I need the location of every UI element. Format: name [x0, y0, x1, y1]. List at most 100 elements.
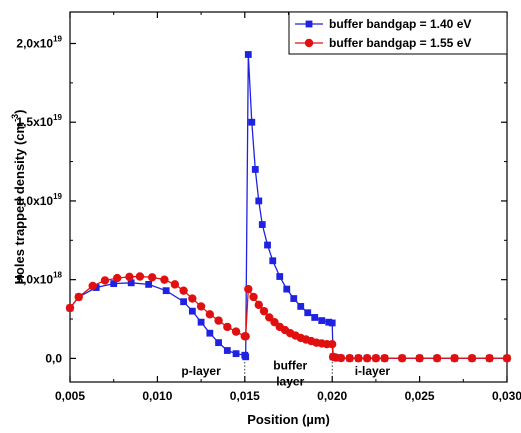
y-tick-label: 1,5x1019 — [16, 113, 62, 129]
data-point-circle — [65, 303, 75, 313]
data-point-square — [328, 319, 336, 327]
data-point-circle — [362, 354, 372, 363]
y-tick-exponent: 19 — [53, 34, 62, 43]
data-point-square — [304, 309, 312, 317]
series-0 — [66, 51, 511, 362]
data-point-square — [188, 307, 196, 315]
data-point-circle — [160, 275, 169, 284]
y-tick-exponent: 19 — [53, 192, 62, 201]
data-point-square — [258, 221, 266, 228]
data-point-circle — [179, 286, 188, 295]
x-tick-label: 0,005 — [55, 389, 85, 403]
data-point-square — [244, 51, 252, 58]
data-point-circle — [336, 353, 346, 363]
data-point-square — [269, 257, 277, 265]
data-point-square — [197, 318, 205, 326]
data-point-circle — [304, 38, 314, 48]
y-tick-label: 0,0 — [45, 351, 62, 365]
data-point-square — [283, 285, 291, 293]
legend-box — [288, 11, 508, 55]
data-point-circle — [380, 354, 389, 363]
data-point-circle — [100, 276, 110, 285]
data-point-square — [215, 339, 222, 347]
data-point-square — [145, 280, 153, 288]
y-axis-label-superscript: -3 — [10, 114, 20, 122]
data-point-circle — [231, 327, 241, 336]
data-point-square — [206, 329, 214, 337]
data-point-square — [297, 303, 305, 310]
data-point-square — [325, 318, 333, 326]
data-point-circle — [88, 281, 97, 291]
data-point-circle — [328, 340, 337, 349]
y-tick-label: 2,0x1019 — [16, 34, 62, 50]
data-point-circle — [205, 310, 215, 319]
y-tick-label: 5,0x1018 — [16, 271, 62, 287]
data-point-circle — [254, 300, 263, 310]
data-point-circle — [188, 294, 197, 303]
data-point-square — [255, 197, 263, 205]
data-point-circle — [223, 322, 232, 332]
legend-entry: buffer bandgap = 1.40 eV — [329, 17, 471, 31]
y-axis-label: Holes trapped density (cm-3) — [10, 110, 27, 285]
data-point-circle — [214, 316, 223, 325]
region-label: layer — [276, 374, 304, 388]
y-tick-exponent: 19 — [53, 113, 62, 122]
x-axis-label: Position (µm) — [247, 412, 330, 427]
data-point-circle — [259, 306, 269, 316]
y-tick-label: 1,0x1019 — [16, 192, 62, 208]
data-point-circle — [397, 354, 407, 363]
data-point-square — [305, 20, 313, 28]
data-point-circle — [135, 272, 145, 281]
data-point-circle — [345, 354, 354, 363]
data-point-square — [290, 295, 298, 302]
legend-entry: buffer bandgap = 1.55 eV — [329, 36, 471, 50]
data-point-circle — [371, 354, 381, 363]
x-tick-label: 0,010 — [142, 389, 172, 403]
data-point-circle — [125, 272, 134, 282]
data-point-circle — [354, 354, 363, 363]
data-point-square — [110, 280, 118, 287]
region-label: p-layer — [181, 364, 221, 378]
data-point-circle — [196, 302, 206, 311]
x-tick-label: 0,025 — [405, 389, 435, 403]
region-label: buffer — [273, 358, 307, 372]
data-point-circle — [147, 273, 157, 282]
region-label: i-layer — [355, 364, 391, 378]
y-tick-mantissa: 0,0 — [45, 351, 62, 365]
data-point-square — [311, 314, 319, 321]
data-point-square — [251, 166, 259, 173]
y-tick-exponent: 18 — [53, 271, 62, 280]
y-axis-label-text: Holes trapped density (cm — [12, 122, 27, 285]
plot-frame — [69, 11, 508, 383]
data-point-square — [127, 279, 135, 287]
series-line — [69, 54, 507, 360]
data-point-circle — [112, 273, 122, 283]
y-axis-label-tail: ) — [12, 110, 27, 114]
x-tick-label: 0,020 — [317, 389, 347, 403]
data-point-circle — [249, 292, 258, 302]
data-point-circle — [241, 332, 250, 341]
data-point-square — [232, 350, 240, 358]
data-point-square — [276, 273, 284, 280]
data-point-circle — [485, 354, 494, 363]
x-tick-label: 0,030 — [492, 389, 521, 403]
series-1 — [65, 272, 512, 363]
data-point-circle — [502, 354, 512, 363]
data-point-square — [242, 353, 250, 361]
data-point-square — [162, 287, 170, 295]
data-point-circle — [415, 354, 424, 363]
data-point-square — [264, 241, 271, 249]
x-tick-label: 0,015 — [230, 389, 260, 403]
data-point-circle — [467, 354, 477, 363]
data-point-circle — [432, 354, 442, 363]
y-tick-mantissa: 2,0x10 — [16, 36, 53, 50]
data-point-square — [318, 317, 326, 324]
data-point-circle — [170, 280, 180, 289]
data-point-square — [223, 347, 231, 354]
data-point-square — [180, 298, 188, 306]
y-tick-mantissa: 1,0x10 — [16, 194, 53, 208]
data-point-circle — [74, 292, 83, 302]
data-point-circle — [450, 354, 459, 363]
y-tick-mantissa: 1,5x10 — [16, 115, 53, 129]
